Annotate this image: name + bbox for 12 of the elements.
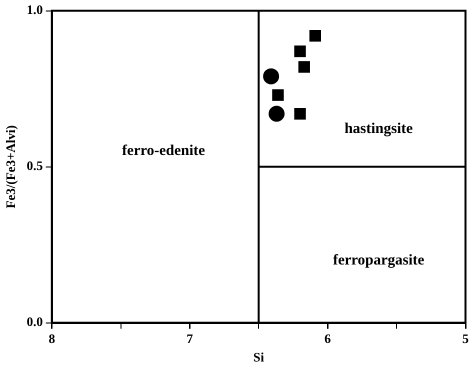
- annotation: ferropargasite: [332, 252, 425, 268]
- annotation: hastingsite: [344, 121, 414, 138]
- y-tick-label: 0.5: [26, 158, 44, 174]
- y-tick-label: 0.0: [26, 314, 43, 330]
- x-tick-label: 7: [186, 330, 194, 346]
- x-tick-label: 8: [48, 330, 56, 346]
- x-tick-label: 6: [324, 330, 332, 346]
- y-tick-label: 1.0: [26, 2, 43, 18]
- annotation: ferro-edenite: [122, 143, 206, 160]
- x-axis-title: Si: [253, 350, 264, 365]
- y-axis-title: Fe3/(Fe3+Alvi): [3, 125, 18, 208]
- x-tick-label: 5: [462, 330, 470, 346]
